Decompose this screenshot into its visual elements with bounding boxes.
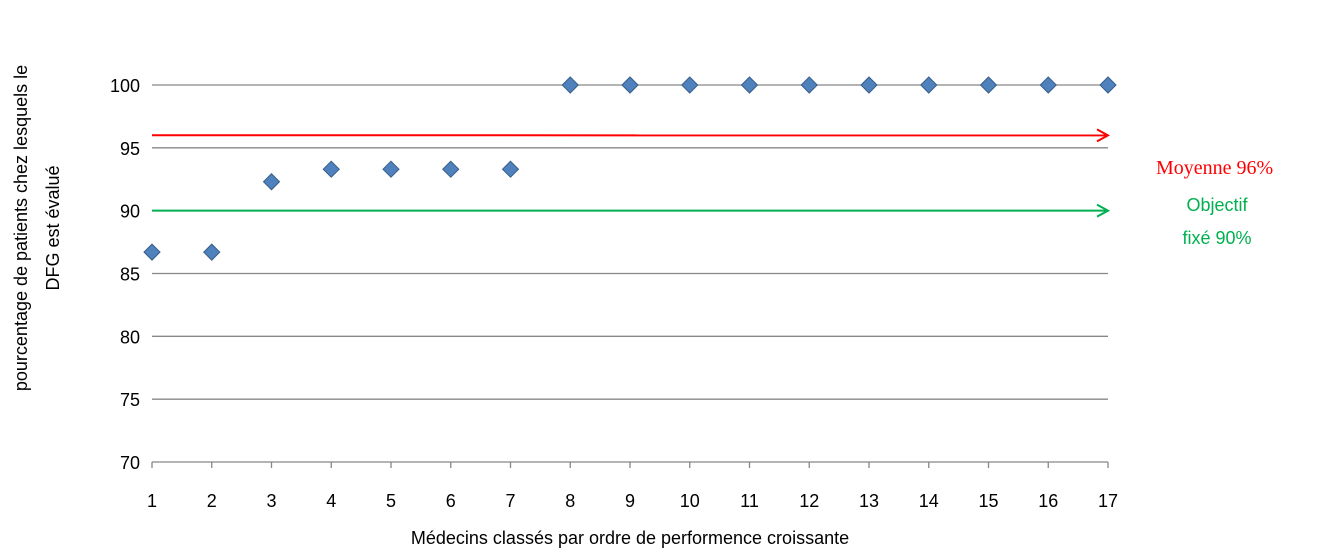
data-point [621, 76, 639, 94]
data-point [1039, 76, 1057, 94]
data-point [920, 76, 938, 94]
x-tick-label: 11 [740, 491, 759, 511]
x-tick-label: 15 [978, 491, 998, 511]
gridlines [152, 84, 1108, 463]
x-tick-label: 7 [505, 491, 515, 511]
y-axis-ticks: 70 75 80 85 90 95 100 [110, 76, 140, 473]
x-tick-label: 13 [859, 491, 879, 511]
x-axis: 1 2 3 4 5 6 7 8 9 10 11 12 13 14 15 16 17 [147, 462, 1118, 511]
x-axis-title: Médecins classés par ordre de performenc… [411, 528, 849, 548]
data-point [501, 160, 520, 178]
x-tick-label: 16 [1038, 491, 1058, 511]
data-point [382, 160, 400, 178]
x-tick-label: 4 [326, 491, 336, 511]
x-tick-label: 5 [386, 491, 396, 511]
mean-annotation: Moyenne 96% [1156, 157, 1273, 179]
x-tick-label: 1 [147, 491, 157, 511]
data-point [143, 243, 161, 261]
x-tick-label: 9 [625, 491, 635, 511]
data-point [262, 173, 281, 191]
x-tick-label: 10 [680, 491, 700, 511]
x-tick-label: 3 [266, 491, 276, 511]
data-point [442, 160, 460, 178]
y-tick-label: 95 [120, 139, 140, 159]
y-axis-title-line2: DFG est évalué [43, 165, 63, 290]
x-tick-label: 14 [919, 491, 939, 511]
data-point [1099, 76, 1117, 94]
target-annotation-line2: fixé 90% [1182, 228, 1251, 248]
y-tick-label: 100 [110, 76, 140, 96]
data-point [322, 160, 340, 178]
x-tick-label: 6 [446, 491, 456, 511]
x-tick-label: 12 [799, 491, 819, 511]
y-tick-label: 80 [120, 327, 140, 347]
y-tick-label: 70 [120, 453, 140, 473]
data-point [800, 76, 818, 94]
y-axis-title-line1: pourcentage de patients chez lesquels le [11, 65, 31, 391]
target-annotation-line1: Objectif [1186, 195, 1248, 215]
y-tick-label: 75 [120, 390, 140, 410]
data-point [203, 243, 221, 261]
x-tick-label: 2 [207, 491, 217, 511]
data-point [979, 76, 998, 94]
data-point [561, 76, 579, 94]
data-points [143, 76, 1117, 261]
y-tick-label: 90 [120, 202, 140, 222]
data-point [681, 76, 699, 94]
data-point [860, 76, 878, 94]
y-tick-label: 85 [120, 265, 140, 285]
x-tick-label: 17 [1098, 491, 1118, 511]
x-tick-label: 8 [565, 491, 575, 511]
data-point [740, 76, 759, 94]
